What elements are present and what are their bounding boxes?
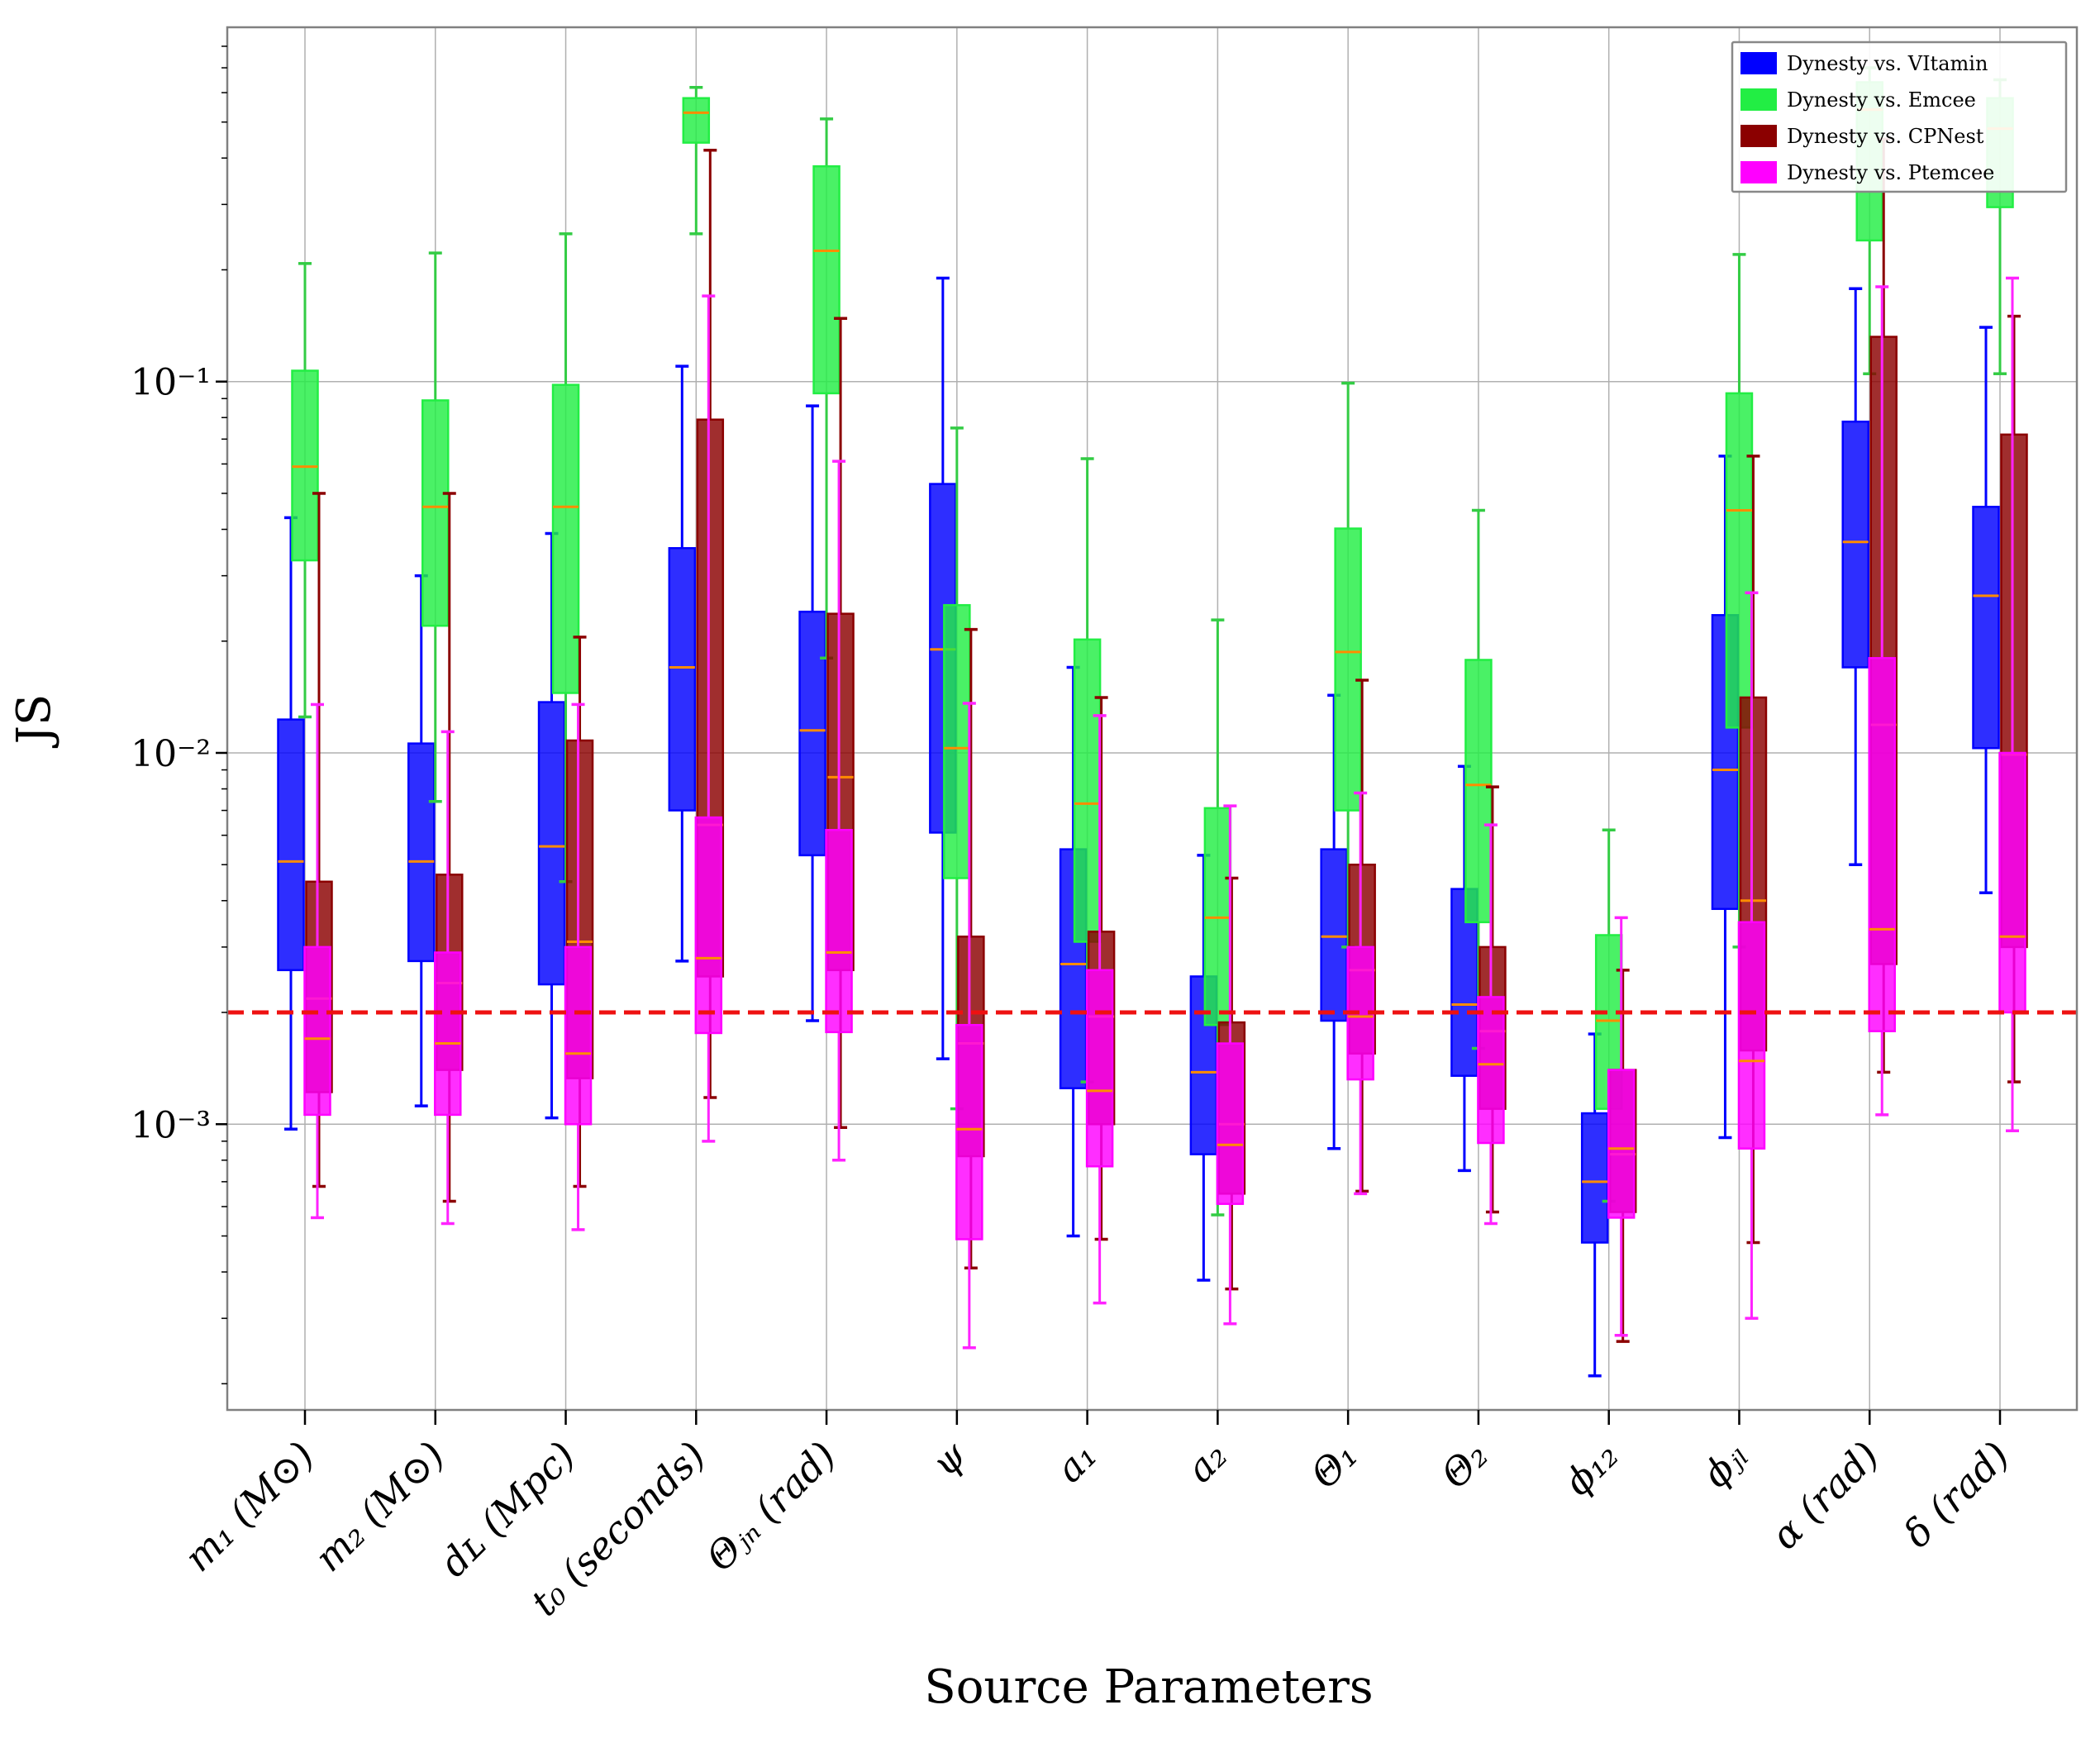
box-iqr [798,610,826,857]
box-iqr [1725,392,1754,729]
box-item [955,702,983,1350]
box-item [537,531,566,1120]
legend-label: Dynesty vs. Ptemcee [1787,161,1994,184]
box-iqr [1477,996,1505,1145]
legend-swatch [1740,88,1777,111]
box-iqr [1868,657,1896,1033]
legend-item: Dynesty vs. VItamin [1740,52,1988,75]
box-iqr [955,1023,983,1241]
legend-swatch [1740,161,1777,183]
legend-swatch [1740,125,1777,147]
box-item [551,232,580,883]
box-item [1841,287,1869,866]
box-item [1477,823,1505,1226]
plot-frame [226,26,2079,1412]
box-series [277,66,2028,1378]
box-iqr [1216,1042,1245,1205]
box-item [1998,276,2026,1132]
box-iqr [1972,505,2000,750]
box-iqr [434,951,462,1117]
box-item [825,460,853,1162]
box-item [291,262,319,719]
box-iqr [1998,751,2026,1014]
box-item [564,702,593,1231]
box-item [434,730,462,1226]
series-dynesty-vs-ptemcee [303,276,2026,1350]
legend-label: Dynesty vs. VItamin [1787,52,1988,75]
box-iqr [1607,1069,1636,1219]
box-iqr [694,816,723,1035]
y-tick-label: 10⁻³ [131,1104,211,1146]
box-item [1607,916,1636,1337]
legend-label: Dynesty vs. CPNest [1787,125,1984,148]
x-axis-title: Source Parameters [924,1660,1373,1714]
box-item [798,404,826,1022]
box-iqr [1841,420,1869,669]
box-iqr [303,945,331,1117]
legend-box [1731,40,2068,193]
box-iqr [825,829,853,1034]
box-item [1580,1032,1609,1378]
legend-item: Dynesty vs. Ptemcee [1740,161,1994,184]
box-item [694,294,723,1143]
box-iqr [1334,527,1362,812]
y-tick-label: 10⁻¹ [131,362,211,404]
legend: Dynesty vs. VItamin Dynesty vs. Emcee Dyne… [1731,40,2068,193]
box-iqr [682,97,711,144]
box-item [1972,326,2000,895]
box-iqr [1737,921,1766,1150]
box-item [303,702,331,1220]
box-iqr [1085,969,1114,1168]
box-iqr [421,399,450,627]
box-item [407,574,436,1107]
box-item [1320,693,1348,1150]
box-item [1737,591,1766,1320]
box-item [1085,714,1114,1305]
box-iqr [812,164,840,395]
box-iqr [1320,848,1348,1022]
box-iqr [943,603,971,879]
box-item [277,516,305,1131]
box-iqr [668,546,697,812]
legend-label: Dynesty vs. Emcee [1787,88,1976,112]
y-axis-title: JS [7,694,61,749]
box-iqr [537,701,566,986]
box-item [1725,253,1754,949]
box-item [668,364,697,963]
box-item [1868,285,1896,1117]
box-iqr [1464,659,1493,924]
box-item [1334,381,1362,949]
box-iqr [1073,638,1102,943]
box-iqr [551,383,580,694]
y-axis: 10⁻³ 10⁻² 10⁻¹ [131,45,227,1385]
legend-swatch [1740,52,1777,74]
legend-item: Dynesty vs. CPNest [1740,125,1984,148]
box-item [1216,804,1245,1326]
box-iqr [277,718,305,972]
box-item [682,85,711,236]
box-iqr [1580,1112,1609,1244]
box-iqr [564,945,593,1126]
legend-item: Dynesty vs. Emcee [1740,88,1976,112]
box-item [1189,854,1218,1282]
box-item [943,426,971,1111]
box-item [812,117,840,660]
box-iqr [407,742,436,963]
y-tick-label: 10⁻² [131,733,211,775]
box-item [1464,508,1493,1050]
